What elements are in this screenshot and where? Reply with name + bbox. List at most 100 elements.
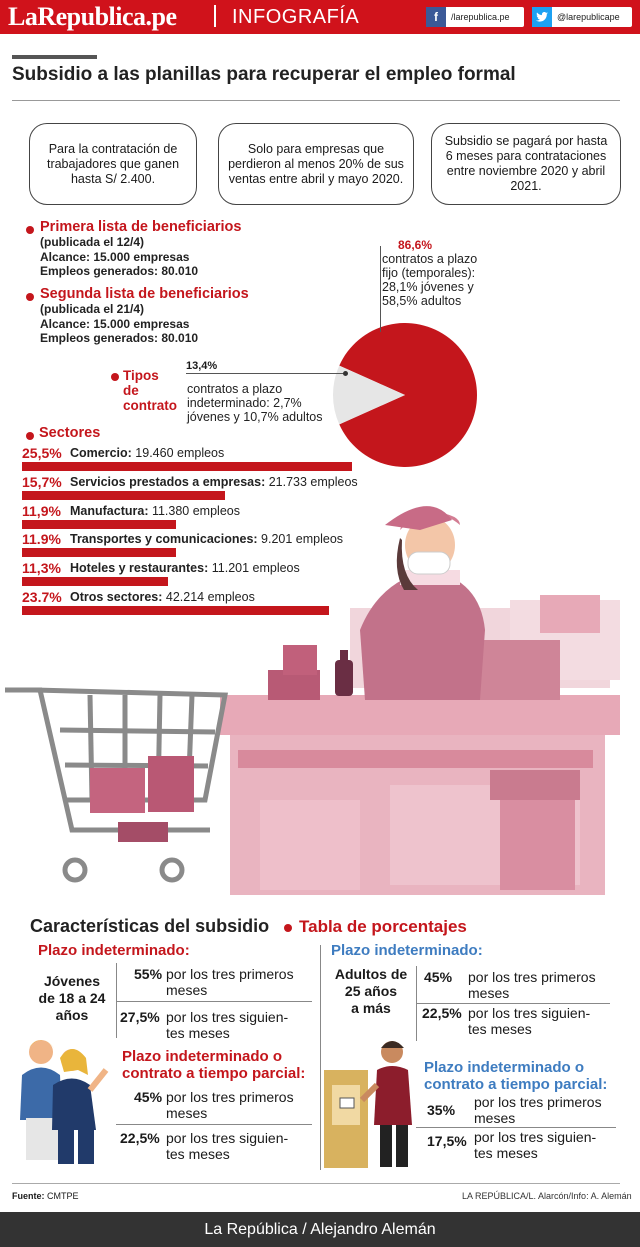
sector-bar [22,519,176,529]
sector-pct: 11.9% [22,531,61,548]
row-line: meses [166,982,208,998]
indefinite-desc: contratos a plazo indeterminado: 2,7% jó… [187,382,323,424]
row-divider [116,1001,312,1002]
fixed-term-line: contratos a plazo [382,252,478,266]
sector-label: Servicios prestados a empresas: 21.733 e… [70,475,358,489]
young-row-text: por los tres primeros meses [166,966,294,998]
first-list-details: (publicada el 12/4) Alcance: 15.000 empr… [40,235,198,279]
adult-group-line: Adultos de [334,966,408,982]
sector-label: Manufactura: 11.380 empleos [70,504,240,518]
young-row2-pct: 22,5% [120,1130,160,1146]
young-group-line: años [55,1007,89,1023]
sector-name: Manufactura: [70,503,149,518]
adult-heading-2: Plazo indeterminado o contrato a tiempo … [424,1059,607,1093]
young-group-label: Jóvenes de 18 a 24 años [28,973,116,1024]
sector-bar [22,577,168,587]
adult-row-pct: 45% [424,969,453,985]
indefinite-line: indeterminado: 2,7% [187,396,302,410]
row-line: por los tres primeros [474,1094,602,1110]
heading-line: contrato a tiempo parcial: [122,1065,306,1082]
sector-name: Transportes y comunicaciones: [70,532,258,547]
second-list-empleos: Empleos generados: 80.010 [40,331,199,345]
sector-label: Transportes y comunicaciones: 9.201 empl… [70,532,343,546]
fixed-term-line: fijo (temporales): [382,266,476,280]
sector-detail: 9.201 empleos [257,532,344,547]
adult-row2-text: por los tres primeros meses [474,1094,602,1126]
header-divider [214,5,216,27]
first-list-date: (publicada el 12/4) [40,235,145,249]
contract-types-label: Tipos de contrato [123,368,177,413]
bottom-bar [0,1212,640,1247]
sector-label: Comercio: 19.460 empleos [70,446,224,460]
row-line: por los tres primeros [166,966,294,982]
facebook-handle: /larepublica.pe [451,12,510,22]
footer-divider [12,1183,620,1184]
adult-row-text: por los tres siguien-tes meses [468,1005,590,1037]
row-line: por los tres siguien- [468,1005,591,1021]
bullet-icon [26,432,34,440]
facebook-link[interactable]: f /larepublica.pe [426,7,524,27]
pie-slice-fixed-term [339,323,477,467]
sector-pct: 11,9% [22,502,61,519]
young-row-pct: 55% [134,966,163,982]
sectors-heading: Sectores [39,425,101,441]
young-group-line: Jóvenes [43,973,101,989]
sector-name: Otros sectores: [70,590,163,604]
heading-line: Plazo indeterminado o [424,1059,585,1076]
adult-row2-text: por los tres siguien-tes meses [474,1129,596,1161]
adult-row2-pct: 35% [427,1102,456,1118]
young-heading-2: Plazo indeterminado o contrato a tiempo … [122,1048,305,1082]
facebook-icon: f [426,7,446,27]
twitter-link[interactable]: @larepublicape [532,7,632,27]
fixed-term-line: 58,5% adultos [382,294,462,308]
characteristics-title: Características del subsidio [30,916,270,936]
bullet-icon [26,293,34,301]
adult-group-line: a más [351,1000,391,1016]
row-divider [416,1127,616,1128]
sector-detail: 11.380 empleos [148,503,240,518]
young-people-illustration [20,1040,109,1164]
first-list-heading: Primera lista de beneficiarios [40,219,242,235]
young-divider [116,963,117,1038]
row-line: meses [474,1110,516,1126]
sector-name: Servicios prestados a empresas: [70,474,266,489]
column-divider [320,945,321,1170]
sector-detail: 42.214 empleos [162,590,255,604]
row-line: meses [468,985,510,1001]
adult-group-line: 25 años [344,983,398,999]
contract-type-pie-chart [333,323,477,467]
title-accent-bar [12,55,97,59]
sector-name: Comercio: [70,446,132,460]
sector-detail: 19.460 empleos [131,446,225,460]
heading-line: contrato a tiempo parcial: [424,1076,608,1093]
row-divider [416,1003,610,1004]
adult-row2-pct: 17,5% [427,1133,467,1149]
row-divider [116,1124,312,1125]
adult-heading: Plazo indeterminado: [331,942,483,959]
sector-pct: 23.7% [22,589,62,605]
bullet-icon [111,373,119,381]
adult-group-label: Adultos de 25 años a más [326,966,416,1017]
indefinite-line: jóvenes y 10,7% adultos [187,410,323,424]
sector-detail: 21.733 empleos [265,474,358,489]
cashier-illustration [5,506,620,895]
bullet-icon [284,924,292,932]
sector-bar [22,490,225,500]
credits-text: LA REPÚBLICA/L. Alarcón/Info: A. Alemán [462,1191,632,1201]
sector-pct: 25,5% [22,445,62,461]
second-list-heading: Segunda lista de beneficiarios [40,286,249,302]
row-line: por los tres primeros [166,1089,294,1105]
leader-dot [343,371,348,376]
first-list-alcance: Alcance: 15.000 empresas [40,249,190,264]
sector-name: Hoteles y restaurantes: [70,561,209,576]
pie-leader-line-fixed [380,246,381,332]
info-box-period: Subsidio se pagará por hasta 6 meses par… [431,123,621,205]
pie-leader-line-indefinite [186,373,346,374]
site-logo[interactable]: LaRepublica.pe [8,2,177,31]
sector-label: Hoteles y restaurantes: 11.201 empleos [70,561,300,575]
source-text: Fuente: CMTPE [12,1191,79,1201]
sector-label: Otros sectores: 42.214 empleos [70,590,255,604]
row-line: por los tres siguien- [166,1009,289,1025]
sector-bar [22,606,329,615]
first-list-empleos: Empleos generados: 80.010 [40,264,199,278]
